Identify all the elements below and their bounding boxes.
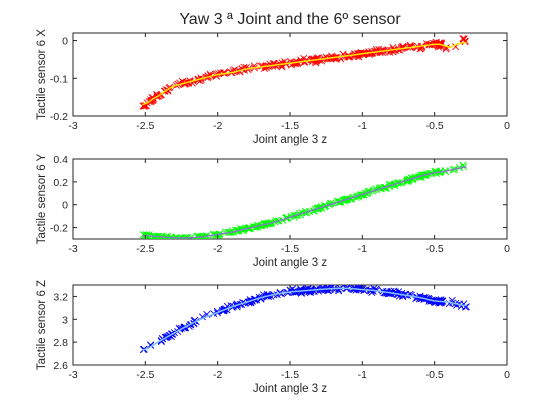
data-point [407, 43, 415, 51]
data-point [368, 49, 376, 57]
data-point [147, 341, 155, 349]
y-axis-label: Tactile sensor 6 X [36, 29, 48, 120]
data-point [307, 56, 315, 64]
x-tick-label: 0 [504, 243, 510, 255]
x-tick-label: -0.5 [426, 369, 444, 381]
x-tick-label: -1.5 [281, 243, 299, 255]
data-point [461, 38, 469, 46]
x-tick-label: -3 [68, 369, 77, 381]
x-axis-label: Joint angle 3 z [253, 134, 327, 146]
y-tick-label: -0.2 [50, 223, 68, 235]
y-tick-label: 0 [62, 200, 68, 212]
data-point [148, 93, 156, 101]
x-tick-label: 0 [504, 120, 510, 132]
x-tick-label: -3 [68, 243, 77, 255]
x-tick-label: -2 [213, 243, 222, 255]
data-point [344, 53, 352, 61]
data-point [367, 287, 375, 295]
x-tick-label: -2 [213, 369, 222, 381]
subplot-3: -3 -2.5 -2 -1.5 -1 -0.5 0 2.6 2.8 3 3.2 Joint angle… [36, 280, 510, 395]
x-tick-label: -3 [68, 120, 77, 132]
x-tick-label: -2.5 [136, 243, 154, 255]
subplot-1: -3 -2.5 -2 -1.5 -1 -0.5 0 -0.2 -0.1 0 Joint angle … [36, 29, 510, 146]
x-tick-label: -2.5 [136, 120, 154, 132]
data-point [167, 333, 175, 341]
y-tick-label: 2.6 [53, 360, 68, 372]
x-tick-label: -1 [358, 120, 367, 132]
scatter-points [139, 161, 468, 239]
data-point [334, 285, 342, 293]
x-axis-label: Joint angle 3 z [253, 257, 327, 269]
y-tick-label: 0.2 [53, 177, 68, 189]
y-axis-label: Tactile sensor 6 Z [36, 280, 48, 370]
data-point [294, 288, 302, 296]
x-axis-label: Joint angle 3 z [253, 383, 327, 395]
x-tick-label: -1 [358, 243, 367, 255]
data-point [394, 46, 402, 54]
y-tick-label: 2.8 [53, 337, 68, 349]
x-tick-label: -2 [213, 120, 222, 132]
figure-title: Yaw 3 ª Joint and the 6º sensor [179, 11, 401, 28]
y-tick-label: 0.4 [53, 154, 68, 166]
data-point [343, 285, 351, 291]
x-tick-label: -2.5 [136, 369, 154, 381]
data-point [292, 288, 300, 296]
fit-curve [142, 41, 467, 106]
fit-curve [142, 287, 467, 351]
data-point [258, 62, 267, 70]
data-point [435, 41, 443, 49]
x-tick-label: -1 [358, 369, 367, 381]
x-tick-label: 0 [504, 369, 510, 381]
data-point [459, 35, 467, 43]
x-tick-label: -1.5 [281, 369, 299, 381]
x-tick-label: -0.5 [426, 243, 444, 255]
data-point [273, 291, 281, 299]
y-tick-label: -0.2 [50, 111, 68, 123]
axes-box [72, 32, 508, 117]
x-tick-label: -1.5 [281, 120, 299, 132]
data-point [326, 285, 334, 294]
y-tick-label: 0 [62, 36, 68, 48]
y-tick-label: 3.2 [53, 291, 68, 303]
y-tick-label: 3 [62, 314, 68, 326]
fit-curve [142, 166, 467, 239]
data-point [406, 43, 414, 51]
y-axis-label: Tactile sensor 6 Y [36, 153, 48, 244]
data-point [276, 60, 284, 68]
x-tick-label: -0.5 [426, 120, 444, 132]
y-tick-label: -0.1 [50, 73, 68, 85]
data-point [302, 286, 310, 294]
subplot-2: -3 -2.5 -2 -1.5 -1 -0.5 0 -0.2 0 0.2 0.4 Joint angl… [36, 153, 510, 269]
